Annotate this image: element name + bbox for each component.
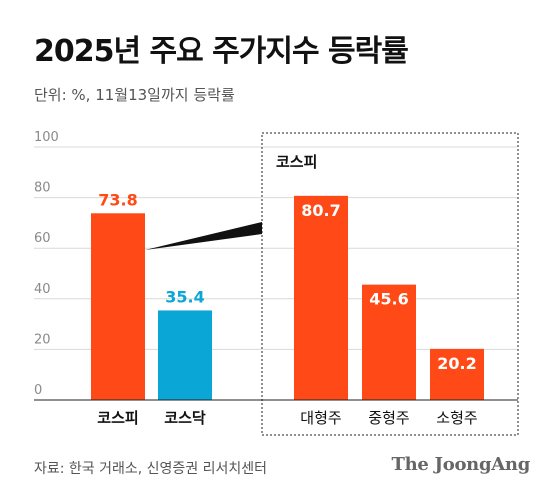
category-label: 코스피 [97, 409, 138, 427]
bar-kosdaq [158, 310, 212, 400]
inset-category-label: 대형주 [300, 409, 341, 427]
inset-bars: 80.7 대형주 45.6 중형주 20.2 소형주 [294, 195, 484, 427]
y-tick-labels: 0 20 40 60 80 100 [34, 130, 59, 398]
inset-panel-title: 코스피 [276, 153, 317, 171]
y-tick-label: 0 [34, 383, 42, 398]
inset-bar [430, 348, 484, 400]
inset-bar [362, 284, 416, 400]
inset-value-label: 80.7 [301, 201, 340, 220]
brand-logo: The JoongAng [391, 454, 531, 475]
data-source: 자료: 한국 거래소, 신영증권 리서치센터 [34, 461, 268, 477]
inset-bar [294, 195, 348, 400]
value-label: 73.8 [98, 190, 137, 209]
inset-value-label: 45.6 [369, 290, 408, 309]
callout-connector [145, 222, 262, 250]
chart-title: 2025년 주요 주가지수 등락률 [34, 34, 409, 69]
y-tick-label: 40 [34, 282, 51, 297]
inset-category-label: 중형주 [368, 409, 409, 427]
y-tick-label: 100 [34, 130, 59, 145]
y-tick-label: 60 [34, 231, 51, 246]
bar-kospi [91, 213, 145, 400]
main-bars: 73.8 코스피 35.4 코스닥 [91, 190, 212, 427]
y-tick-label: 80 [34, 181, 51, 196]
inset-value-label: 20.2 [437, 354, 476, 373]
value-label: 35.4 [165, 287, 204, 306]
y-tick-label: 20 [34, 332, 51, 347]
category-label: 코스닥 [164, 409, 206, 427]
inset-category-label: 소형주 [436, 409, 477, 427]
chart-subtitle: 단위: %, 11월13일까지 등락률 [34, 86, 235, 104]
grid-lines [34, 146, 262, 401]
